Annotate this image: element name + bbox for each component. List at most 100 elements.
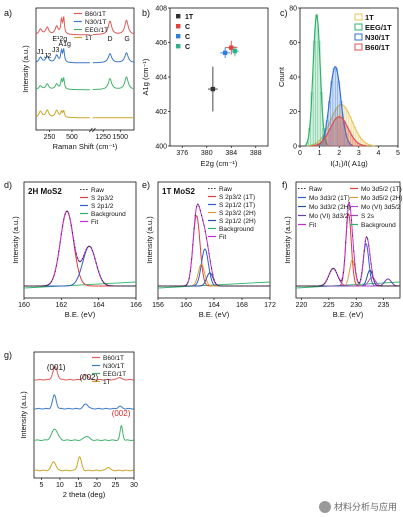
xps-raw-point <box>78 260 80 262</box>
xps-raw-point <box>325 280 327 283</box>
raman-annotation: G <box>124 36 129 43</box>
xps-raw-point <box>332 267 334 270</box>
legend-label: 1T <box>365 13 374 22</box>
panel-g-x-tick-label: 15 <box>75 482 83 489</box>
panel-c-x-tick-label: 4 <box>376 150 380 157</box>
xps-raw-point <box>42 285 44 287</box>
legend-label: C <box>185 24 190 31</box>
panel-f-x-tick-label: 235 <box>378 302 390 309</box>
panel-b-x-tick-label: 380 <box>201 150 213 157</box>
panel-b-y-tick-label: 402 <box>155 109 167 116</box>
xps-raw-point <box>173 285 175 287</box>
panel-e-x-tick-label: 168 <box>236 302 248 309</box>
xps-raw-point <box>55 265 57 267</box>
xps-raw-point <box>163 285 165 287</box>
panel-f-x-tick-label: 225 <box>323 302 335 309</box>
panel-c-x-tick-label: 0 <box>298 150 302 157</box>
legend-label: B60/1T <box>365 43 390 52</box>
legend-label: EEG/1T <box>103 371 126 378</box>
xps-raw-point <box>227 285 229 287</box>
xps-raw-point <box>327 275 329 278</box>
xps-raw-point <box>121 285 123 287</box>
xps-raw-point <box>203 224 205 226</box>
xps-raw-point <box>301 285 303 287</box>
panel-c-y-tick-label: 20 <box>289 109 297 116</box>
xps-raw-point <box>243 285 245 287</box>
xps-raw-point <box>116 285 118 287</box>
xps-raw-point <box>260 285 262 287</box>
panel-d-title: 2H MoS2 <box>28 187 62 196</box>
legend-label: Background <box>91 211 126 218</box>
xps-raw-point <box>335 271 338 274</box>
xps-raw-point <box>316 285 318 287</box>
panel-c-x-tick-label: 1 <box>318 150 322 157</box>
legend-marker <box>176 44 181 49</box>
panel-label: d) <box>4 180 12 190</box>
xps-raw-point <box>106 284 108 286</box>
scatter-point <box>232 48 238 54</box>
legend-label: Mo (VI) 3d5/2 <box>361 204 401 211</box>
panel-c-x-tick-label: 3 <box>357 150 361 157</box>
panel-d-frame <box>23 181 137 299</box>
xps-raw-point <box>182 285 184 287</box>
xps-raw-point <box>296 285 298 287</box>
xps-raw-point <box>186 284 188 286</box>
xps-raw-point <box>28 285 30 287</box>
xps-raw-point <box>37 285 39 287</box>
panel-f-x-tick-label: 220 <box>296 302 308 309</box>
legend-label: S 2p3/2 (2H) <box>219 210 256 217</box>
xps-raw-point <box>90 247 92 249</box>
xps-raw-point <box>390 285 392 287</box>
xps-raw-point <box>312 285 314 287</box>
xps-raw-point <box>39 285 41 287</box>
xps-raw-point <box>313 285 316 287</box>
xps-raw-point <box>38 285 40 287</box>
xps-raw-point <box>134 285 136 287</box>
legend-label: Mo 3d3/2 (1T) <box>309 195 350 202</box>
hist-bar-B60/1T <box>331 123 335 147</box>
legend-marker <box>176 14 181 19</box>
xps-line-S 2p1/2 <box>24 245 136 287</box>
xps-raw-point <box>364 240 366 242</box>
panel-d-x-tick-label: 164 <box>93 302 105 309</box>
xrd-line-B60/1T <box>33 366 134 381</box>
xps-raw-point <box>214 281 216 284</box>
xps-raw-point <box>193 228 195 230</box>
panel-b-x-tick-label: 388 <box>250 150 262 157</box>
xps-raw-point <box>399 285 401 287</box>
xps-raw-point <box>129 285 131 287</box>
xps-raw-point <box>105 283 107 286</box>
xps-raw-point <box>308 285 310 287</box>
panel-e-x-tick-label: 160 <box>180 302 192 309</box>
legend-marker <box>354 13 363 21</box>
panel-label: g) <box>4 350 12 360</box>
panel-e-x-tick-label: 156 <box>152 302 164 309</box>
panel-a-frame <box>35 7 135 131</box>
panel-b-y-tick-label: 408 <box>155 6 167 13</box>
xps-raw-point <box>202 219 204 221</box>
xps-raw-point <box>95 262 97 264</box>
xps-raw-point <box>398 285 400 287</box>
xps-raw-point <box>371 271 373 273</box>
xps-raw-point <box>220 285 223 287</box>
xps-raw-point <box>346 222 348 224</box>
xps-raw-point <box>334 269 336 271</box>
xps-raw-point <box>315 285 317 287</box>
xps-raw-point <box>25 285 28 287</box>
xps-raw-point <box>104 283 106 285</box>
xps-raw-point <box>256 285 259 287</box>
hist-fit-N30/1T <box>317 66 353 147</box>
xps-raw-point <box>311 285 313 287</box>
xps-raw-point <box>126 285 128 287</box>
xps-raw-point <box>363 250 365 252</box>
xps-raw-point <box>300 285 302 287</box>
xps-raw-point <box>317 285 319 287</box>
watermark-text: 材料分析与应用 <box>333 502 397 513</box>
panel-g-frame <box>33 351 135 479</box>
xps-raw-point <box>261 285 264 287</box>
xps-raw-point <box>68 213 70 215</box>
xps-raw-point <box>228 285 230 287</box>
xps-raw-point <box>52 278 54 280</box>
xps-raw-point <box>23 285 25 287</box>
panel-e-x-tick-label: 172 <box>264 302 276 309</box>
